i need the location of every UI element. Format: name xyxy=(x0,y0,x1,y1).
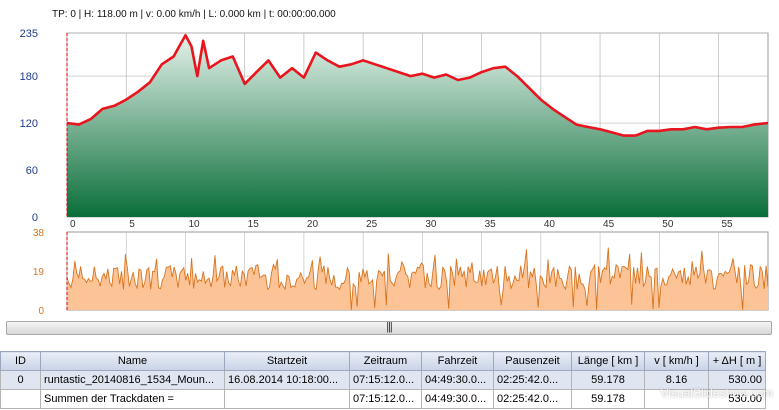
cell-laenge: 59.178 xyxy=(571,389,645,409)
elevation-x-tick-label: 5 xyxy=(129,219,135,230)
elevation-x-tick-label: 10 xyxy=(188,219,200,230)
cell-name: runtastic_20140816_1534_Moun... xyxy=(40,370,225,390)
elevation-x-tick-label: 35 xyxy=(485,219,497,230)
elevation-x-tick-label: 30 xyxy=(425,219,437,230)
table-row[interactable]: 0 runtastic_20140816_1534_Moun... 16.08.… xyxy=(0,370,766,390)
cell-startzeit xyxy=(224,389,350,409)
col-header-ascent[interactable]: + ΔH [ m ] xyxy=(708,351,766,371)
watermark: VisualSlideshow.com xyxy=(660,386,773,400)
cell-fahrzeit: 04:49:30.0... xyxy=(421,370,494,390)
cell-ascent: 530.00 xyxy=(708,370,766,390)
cell-fahrzeit: 04:49:30.0... xyxy=(421,389,494,409)
speed-line xyxy=(66,247,769,310)
cell-zeitraum: 07:15:12.0... xyxy=(349,389,422,409)
col-header-id[interactable]: ID xyxy=(0,351,41,371)
chart-table-splitter[interactable]: ||| xyxy=(6,321,772,335)
col-header-name[interactable]: Name xyxy=(40,351,225,371)
elevation-x-tick-label: 55 xyxy=(722,219,734,230)
cell-zeitraum: 07:15:12.0... xyxy=(349,370,422,390)
cell-startzeit: 16.08.2014 10:18:00... xyxy=(224,370,350,390)
col-header-fahrzeit[interactable]: Fahrzeit xyxy=(421,351,494,371)
col-header-zeitraum[interactable]: Zeitraum xyxy=(349,351,422,371)
elevation-x-tick-label: 50 xyxy=(662,219,674,230)
elevation-y-tick-label: 235 xyxy=(20,28,38,40)
speed-y-tick-label: 19 xyxy=(33,267,45,278)
elevation-x-tick-label: 15 xyxy=(248,219,260,230)
elevation-chart[interactable]: 235 180 120 60 0 0 5 10 15 20 25 30 35 40 45 50 55 xyxy=(20,28,769,230)
table-row-summary[interactable]: Summen der Trackdaten = 07:15:12.0... 04… xyxy=(0,389,766,409)
cell-speed: 8.16 xyxy=(644,370,709,390)
elevation-y-tick-label: 120 xyxy=(20,118,38,130)
elevation-y-tick-label: 180 xyxy=(20,71,38,83)
col-header-startzeit[interactable]: Startzeit xyxy=(224,351,350,371)
elevation-line xyxy=(66,34,769,137)
speed-area xyxy=(67,247,768,310)
col-header-pausenzeit[interactable]: Pausenzeit xyxy=(493,351,572,371)
track-profile-charts[interactable]: 235 180 120 60 0 0 5 10 15 20 25 30 35 40 45 50 55 38 19 0 xyxy=(0,0,779,320)
speed-y-tick-label: 38 xyxy=(33,228,45,239)
elevation-x-tick-label: 0 xyxy=(70,219,76,230)
cell-id xyxy=(0,389,41,409)
elevation-x-tick-label: 25 xyxy=(366,219,378,230)
status-readout: TP: 0 | H: 118.00 m | v: 0.00 km/h | L: … xyxy=(52,9,336,20)
cell-name: Summen der Trackdaten = xyxy=(40,389,225,409)
elevation-y-tick-label: 60 xyxy=(26,165,38,177)
speed-chart[interactable]: 38 19 0 xyxy=(33,228,769,317)
elevation-y-tick-label: 0 xyxy=(32,212,38,224)
cell-pausenzeit: 02:25:42.0... xyxy=(493,370,572,390)
cell-pausenzeit: 02:25:42.0... xyxy=(493,389,572,409)
cell-ascent: 530.00 xyxy=(708,389,766,409)
elevation-x-tick-label: 40 xyxy=(544,219,556,230)
table-header-row: ID Name Startzeit Zeitraum Fahrzeit Paus… xyxy=(0,351,766,371)
track-data-table[interactable]: ID Name Startzeit Zeitraum Fahrzeit Paus… xyxy=(0,351,766,409)
speed-y-tick-label: 0 xyxy=(38,306,44,317)
col-header-laenge[interactable]: Länge [ km ] xyxy=(571,351,645,371)
col-header-speed[interactable]: v [ km/h ] xyxy=(644,351,709,371)
elevation-x-tick-label: 20 xyxy=(307,219,319,230)
cell-laenge: 59.178 xyxy=(571,370,645,390)
cell-id: 0 xyxy=(0,370,41,390)
elevation-x-tick-label: 45 xyxy=(603,219,615,230)
splitter-grip-icon: ||| xyxy=(386,321,393,333)
